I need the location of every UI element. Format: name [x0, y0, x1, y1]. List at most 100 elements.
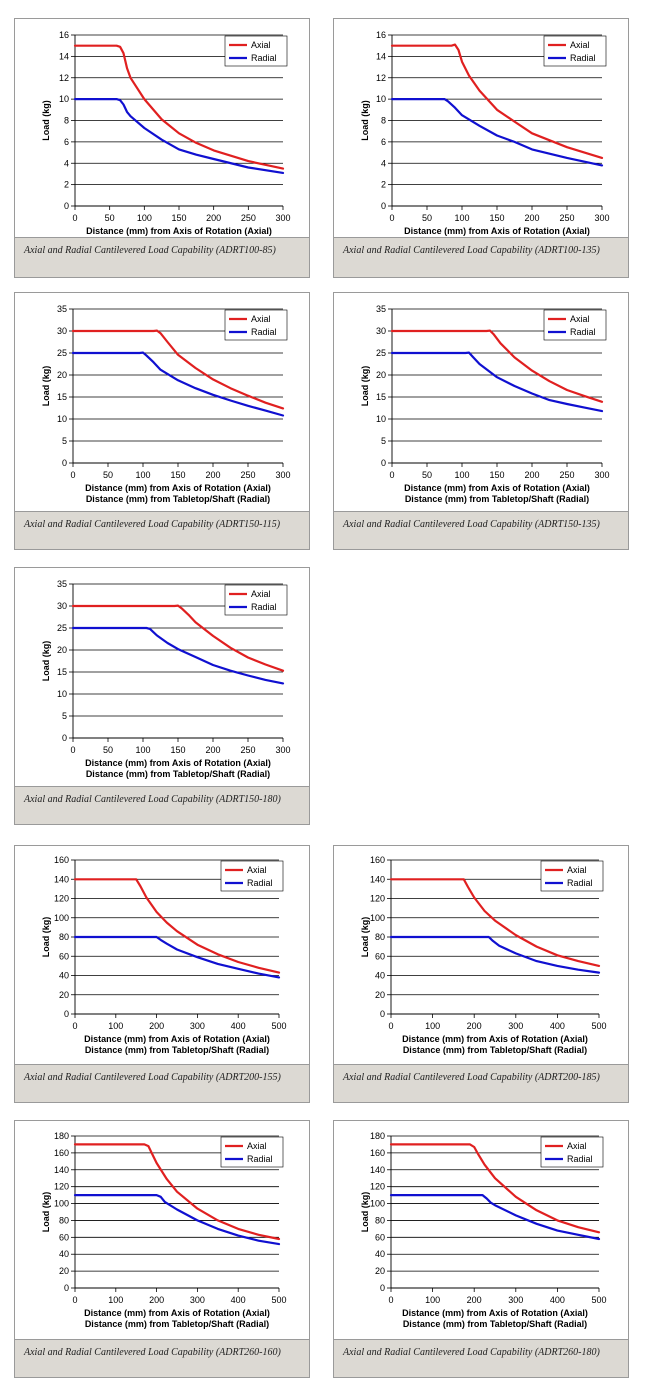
x-axis-label-secondary: Distance (mm) from Tabletop/Shaft (Radia… [86, 494, 270, 504]
y-tick-label: 120 [370, 1182, 385, 1192]
x-axis-label-secondary: Distance (mm) from Tabletop/Shaft (Radia… [403, 1045, 587, 1055]
x-tick-label: 400 [550, 1295, 565, 1305]
y-tick-label: 10 [376, 94, 386, 104]
chart-caption: Axial and Radial Cantilevered Load Capab… [334, 1339, 628, 1377]
x-tick-label: 200 [467, 1295, 482, 1305]
x-axis-label-secondary: Distance (mm) from Tabletop/Shaft (Radia… [85, 1045, 269, 1055]
y-tick-label: 120 [370, 894, 385, 904]
legend-box [540, 1136, 604, 1168]
x-tick-label: 50 [105, 213, 115, 223]
x-tick-label: 150 [489, 470, 504, 480]
y-tick-label: 20 [57, 645, 67, 655]
y-tick-label: 35 [376, 304, 386, 314]
y-axis-label: Load (kg) [41, 1192, 51, 1233]
x-tick-label: 50 [103, 470, 113, 480]
y-tick-label: 160 [370, 855, 385, 865]
x-axis-label: Distance (mm) from Axis of Rotation (Axi… [84, 1034, 270, 1044]
legend-label: Radial [251, 53, 277, 63]
x-tick-label: 0 [70, 745, 75, 755]
y-axis-label: Load (kg) [360, 366, 370, 407]
series-line-axial [390, 329, 604, 403]
x-tick-label: 150 [170, 470, 185, 480]
y-tick-label: 20 [59, 1266, 69, 1276]
y-tick-label: 4 [64, 158, 69, 168]
chart-caption: Axial and Radial Cantilevered Load Capab… [15, 786, 309, 824]
x-tick-label: 250 [559, 470, 574, 480]
x-tick-label: 250 [240, 470, 255, 480]
y-tick-label: 0 [381, 201, 386, 211]
x-tick-label: 300 [190, 1295, 205, 1305]
y-tick-label: 60 [59, 1232, 69, 1242]
x-tick-label: 150 [171, 213, 186, 223]
chart-caption: Axial and Radial Cantilevered Load Capab… [334, 1064, 628, 1102]
y-tick-label: 10 [57, 689, 67, 699]
y-tick-label: 10 [376, 414, 386, 424]
y-tick-label: 140 [54, 1165, 69, 1175]
legend-label: Axial [251, 589, 271, 599]
series-line-axial [390, 43, 604, 159]
legend-label: Radial [570, 327, 596, 337]
legend-box [543, 309, 607, 341]
legend-label: Radial [567, 1154, 593, 1164]
series-line-radial [71, 626, 285, 685]
series-line-axial [71, 604, 285, 672]
series-line-axial [71, 329, 285, 410]
legend: Axial Radial [543, 309, 607, 341]
load-chart: 0 5 10 15 20 25 30 35 0 50 100 150 200 250 300 Distance… [41, 579, 291, 779]
x-tick-label: 300 [275, 213, 290, 223]
y-tick-label: 80 [59, 1215, 69, 1225]
legend-label: Radial [247, 878, 273, 888]
y-tick-label: 80 [59, 932, 69, 942]
y-tick-label: 40 [59, 1249, 69, 1259]
x-tick-label: 200 [206, 213, 221, 223]
y-tick-label: 40 [375, 1249, 385, 1259]
y-tick-label: 60 [375, 1232, 385, 1242]
x-axis-label-secondary: Distance (mm) from Tabletop/Shaft (Radia… [86, 769, 270, 779]
x-tick-label: 0 [70, 470, 75, 480]
x-tick-label: 300 [275, 745, 290, 755]
y-tick-label: 12 [59, 73, 69, 83]
x-tick-label: 50 [103, 745, 113, 755]
y-tick-label: 8 [381, 116, 386, 126]
legend: Axial Radial [224, 309, 288, 341]
chart-panel: 0 20 40 60 80 100 120 140 160 180 0 100 200 300 400 500… [14, 1120, 310, 1378]
chart-panel: 0 2 4 6 8 10 12 14 16 0 50 100 150 200 250 300 Distance … [333, 18, 629, 278]
x-tick-label: 100 [454, 470, 469, 480]
y-tick-label: 25 [57, 623, 67, 633]
x-tick-label: 150 [489, 213, 504, 223]
x-tick-label: 100 [135, 745, 150, 755]
x-tick-label: 200 [149, 1295, 164, 1305]
load-chart: 0 5 10 15 20 25 30 35 0 50 100 150 200 250 300 Distance… [41, 304, 291, 504]
x-tick-label: 100 [108, 1295, 123, 1305]
legend-box [224, 35, 288, 67]
y-tick-label: 180 [54, 1131, 69, 1141]
x-tick-label: 50 [422, 470, 432, 480]
chart-caption: Axial and Radial Cantilevered Load Capab… [15, 237, 309, 277]
y-tick-label: 120 [54, 894, 69, 904]
x-tick-label: 100 [108, 1021, 123, 1031]
x-tick-label: 0 [389, 470, 394, 480]
x-tick-label: 250 [241, 213, 256, 223]
y-tick-label: 5 [62, 711, 67, 721]
series-line-axial [73, 878, 281, 974]
x-tick-label: 500 [591, 1021, 606, 1031]
series-line-radial [389, 935, 601, 974]
x-tick-label: 300 [594, 213, 609, 223]
y-tick-label: 100 [54, 1199, 69, 1209]
x-tick-label: 300 [190, 1021, 205, 1031]
y-tick-label: 15 [376, 392, 386, 402]
y-axis-label: Load (kg) [41, 641, 51, 682]
legend-label: Radial [251, 602, 277, 612]
series-line-radial [389, 1193, 601, 1241]
x-tick-label: 500 [591, 1295, 606, 1305]
y-tick-label: 30 [57, 601, 67, 611]
x-tick-label: 0 [72, 1295, 77, 1305]
y-tick-label: 0 [64, 201, 69, 211]
x-tick-label: 400 [231, 1295, 246, 1305]
legend: Axial Radial [220, 860, 284, 892]
legend-label: Axial [247, 1141, 267, 1151]
y-tick-label: 100 [370, 913, 385, 923]
y-tick-label: 12 [376, 73, 386, 83]
y-tick-label: 0 [62, 458, 67, 468]
